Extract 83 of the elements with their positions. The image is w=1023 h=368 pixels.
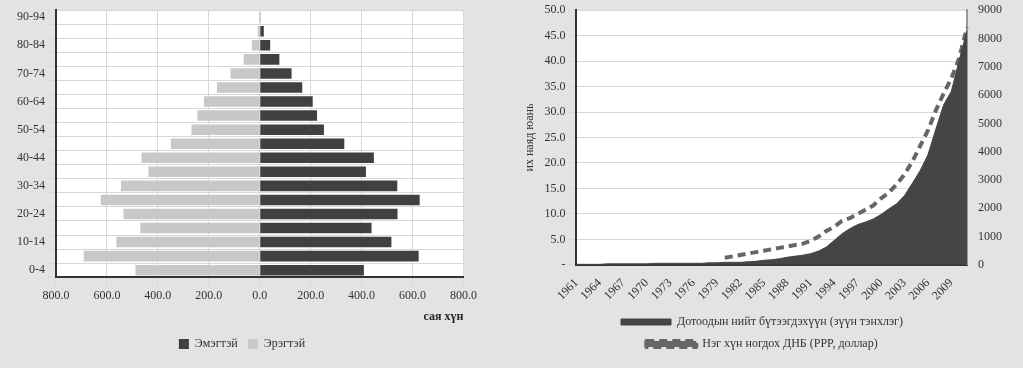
y-tick-label: 10.0 [544, 206, 566, 221]
bar [260, 96, 313, 107]
x-tick-label: 200.0 [195, 287, 223, 302]
y-tick-label: 30-34 [17, 178, 45, 193]
bar [140, 222, 260, 234]
y-axis-title: их наяд юань [522, 103, 537, 172]
bar [243, 54, 260, 65]
legend-label: Эрэгтэй [263, 336, 306, 351]
bar [135, 264, 260, 276]
bar [260, 194, 420, 206]
bar [260, 110, 318, 121]
bar [116, 236, 260, 248]
bar [123, 208, 260, 220]
y-tick-label: 20.0 [544, 155, 566, 170]
x-tick-label: 0.0 [252, 287, 268, 302]
bar [260, 236, 392, 248]
y-tick-label: 10-14 [17, 234, 45, 249]
y2-tick-label: 7000 [978, 58, 1002, 73]
y2-tick-label: 1000 [978, 228, 1002, 243]
bar [230, 68, 260, 79]
x-tick-label: 200.0 [297, 287, 325, 302]
bar [191, 124, 260, 135]
bar [260, 208, 398, 220]
legend-label: Дотоодын нийт бүтээгдэхүүн (зүүн тэнхлэг) [677, 314, 903, 329]
x-tick-label: 600.0 [399, 287, 427, 302]
y2-tick-label: 5000 [978, 115, 1002, 130]
bar [197, 110, 260, 121]
bar [100, 194, 260, 206]
bar [216, 82, 260, 93]
y-tick-label: 50-54 [17, 121, 45, 136]
bar [260, 264, 364, 276]
y-tick-label: 5.0 [550, 231, 566, 246]
bar [260, 68, 292, 79]
bar [260, 40, 271, 51]
bar [260, 124, 324, 135]
y-tick-label: - [561, 257, 566, 271]
x-tick-label: 400.0 [144, 287, 172, 302]
x-tick-label: 400.0 [348, 287, 376, 302]
y2-tick-label: 0 [978, 257, 984, 271]
y-tick-label: 40-44 [17, 149, 45, 164]
y-tick-label: 60-64 [17, 93, 45, 108]
y-tick-label: 45.0 [544, 27, 566, 42]
y2-tick-label: 3000 [978, 172, 1002, 187]
x-axis-title: сая хүн [423, 308, 464, 323]
bar [260, 180, 398, 192]
y-tick-label: 0-4 [29, 262, 45, 277]
y-tick-label: 40.0 [544, 53, 566, 68]
bar [260, 250, 419, 262]
bar [203, 96, 260, 107]
y2-tick-label: 9000 [978, 2, 1002, 17]
y-tick-label: 50.0 [544, 2, 566, 17]
y-tick-label: 70-74 [17, 65, 45, 80]
bar [260, 82, 303, 93]
bar [260, 26, 264, 37]
x-tick-label: 800.0 [42, 287, 70, 302]
y-tick-label: 15.0 [544, 180, 566, 195]
x-tick-label: 1979 [694, 275, 722, 303]
y-tick-label: 30.0 [544, 104, 566, 119]
bar [83, 250, 260, 262]
y-tick-label: 90-94 [17, 9, 45, 24]
bar [260, 54, 280, 65]
bar [260, 152, 374, 164]
bar [260, 166, 366, 178]
bar [260, 138, 345, 149]
bar [170, 138, 260, 149]
legend-label: Эмэгтэй [194, 336, 239, 351]
y2-tick-label: 4000 [978, 143, 1002, 158]
x-tick-label: 800.0 [450, 287, 477, 302]
legend-label: Нэг хүн ногдох ДНБ (PPP, доллар) [702, 336, 878, 351]
y2-tick-label: 8000 [978, 30, 1002, 45]
x-tick-label: 600.0 [93, 287, 121, 302]
y-tick-label: 35.0 [544, 78, 566, 93]
bar [260, 222, 372, 234]
bar [251, 40, 260, 51]
y-tick-label: 80-84 [17, 37, 45, 52]
line-series [722, 25, 969, 260]
y2-tick-label: 6000 [978, 87, 1002, 102]
bar [120, 180, 260, 192]
y2-tick-label: 2000 [978, 200, 1002, 215]
bar [148, 166, 260, 178]
y-tick-label: 25.0 [544, 129, 566, 144]
bar [141, 152, 260, 164]
y-tick-label: 20-24 [17, 206, 45, 221]
